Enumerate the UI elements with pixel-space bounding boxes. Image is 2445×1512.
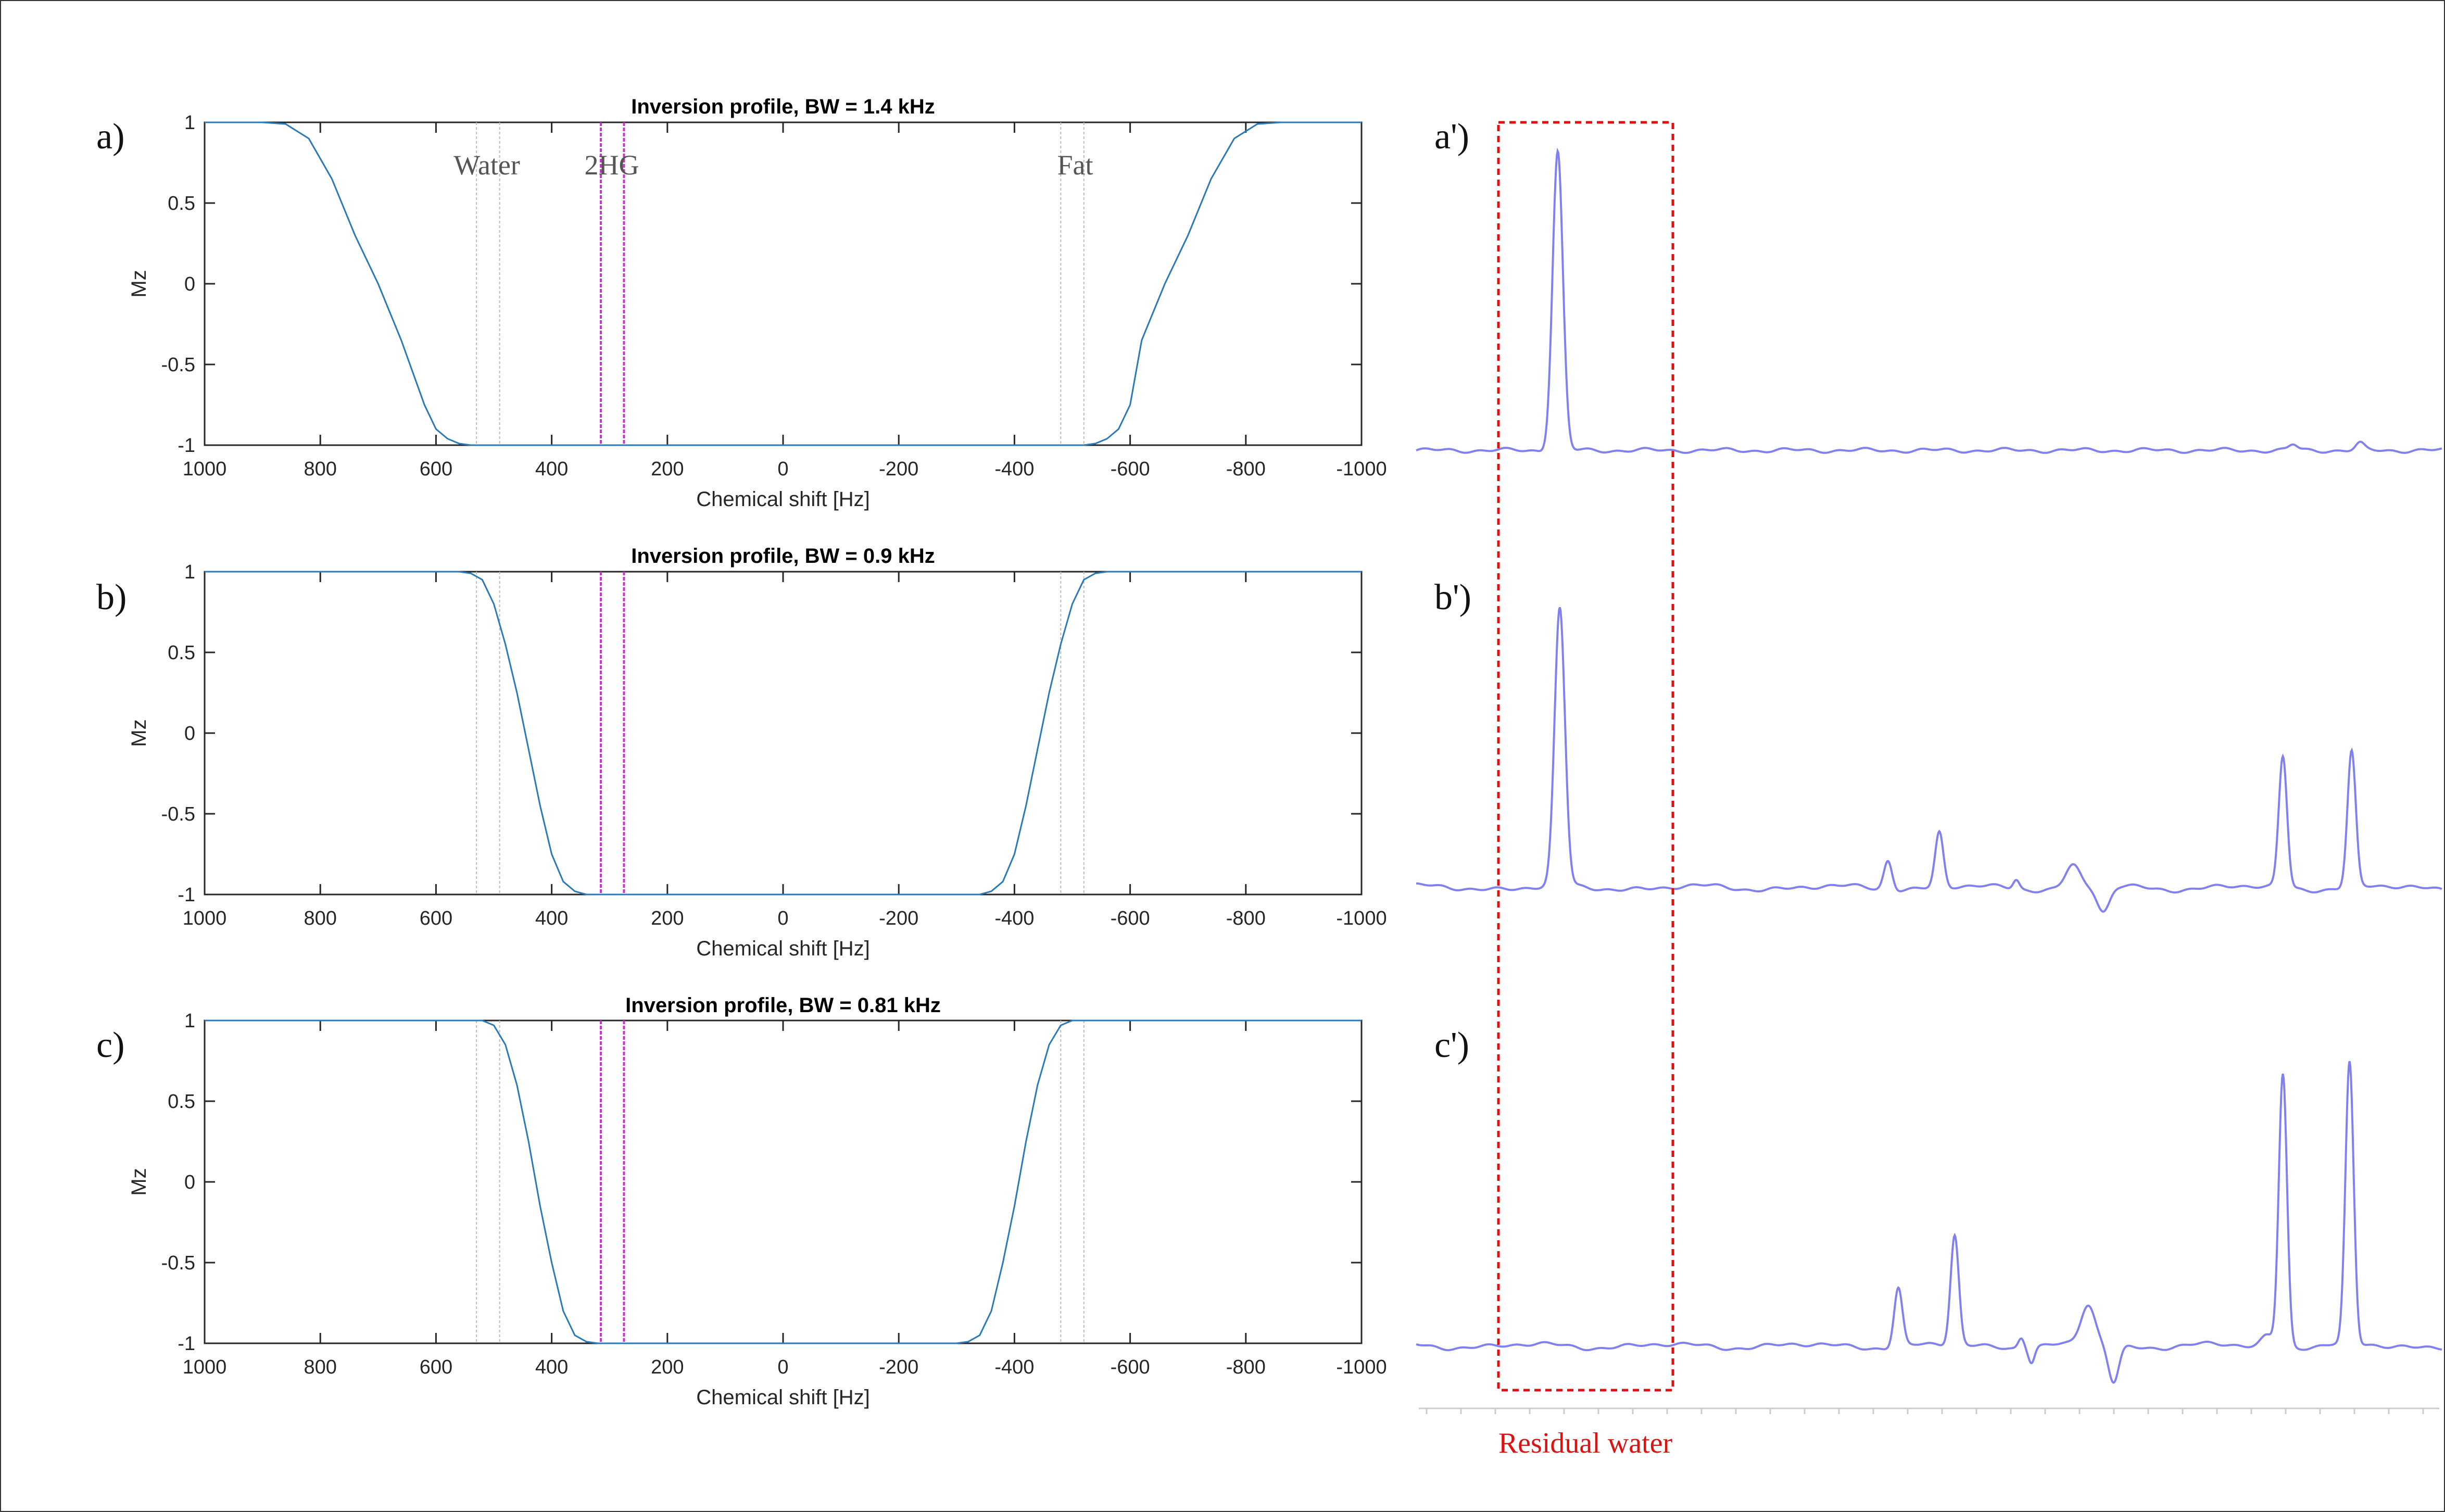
x-axis-label-c: Chemical shift [Hz] — [696, 1386, 869, 1409]
profile-line-a — [205, 121, 1362, 446]
spectrum-label-b: b') — [1434, 577, 1471, 618]
y-axis-label-a: Mz — [128, 270, 150, 297]
plot-area-c — [204, 1019, 1363, 1344]
x-tick-label: -200 — [879, 458, 918, 480]
x-tick-label: -200 — [879, 1356, 918, 1378]
y-tick-label: 1 — [184, 561, 195, 583]
y-tick-label: -0.5 — [161, 803, 195, 825]
spectrum-label-c: c') — [1434, 1025, 1469, 1065]
guides-a — [476, 122, 1085, 445]
y-tick-label: -0.5 — [161, 1252, 195, 1274]
y-tick-label: 0 — [184, 273, 195, 295]
water-label: Water — [453, 149, 520, 181]
ytick-labels-c: 1 0.5 0 -0.5 -1 — [161, 1010, 195, 1355]
x-tick-label: -1000 — [1336, 458, 1387, 480]
y-tick-label: 0.5 — [168, 1091, 195, 1113]
residual-water-box — [1497, 121, 1674, 1392]
x-tick-label: 1000 — [183, 908, 227, 929]
chart-title-c: Inversion profile, BW = 0.81 kHz — [625, 994, 941, 1017]
x-tick-label: 0 — [777, 908, 788, 929]
spectrum-label-a: a') — [1434, 117, 1469, 157]
grid-ticks-c — [204, 1019, 1363, 1344]
profile-line-b — [205, 571, 1362, 896]
x-tick-label: 600 — [420, 1356, 452, 1378]
2hg-label: 2HG — [585, 149, 639, 181]
x-tick-label: 200 — [651, 908, 684, 929]
y-tick-label: 0 — [184, 1171, 195, 1193]
x-tick-label: 400 — [535, 1356, 568, 1378]
spectrum-axis-ticks — [1426, 1408, 2424, 1414]
x-tick-label: 200 — [651, 458, 684, 480]
x-tick-label: 800 — [304, 458, 336, 480]
x-tick-label: -600 — [1111, 458, 1150, 480]
x-tick-label: 800 — [304, 1356, 336, 1378]
x-tick-label: -400 — [994, 458, 1034, 480]
xtick-labels-c: 1000 800 600 400 200 0 -200 -400 -600 -800 -1000 — [183, 1356, 1387, 1378]
x-tick-label: -200 — [879, 908, 918, 929]
spectrum-line-a — [1416, 147, 2442, 454]
profile-panel-a: 1000 800 600 400 200 0 -200 -400 -600 -800 -1000 1… — [96, 95, 1387, 511]
y-tick-label: 1 — [184, 1010, 195, 1032]
x-tick-label: -1000 — [1336, 1356, 1387, 1378]
grid-ticks-a — [204, 121, 1363, 446]
x-tick-label: 600 — [420, 458, 452, 480]
x-tick-label: -800 — [1226, 1356, 1266, 1378]
x-tick-label: -800 — [1226, 458, 1266, 480]
panel-label-a: a) — [96, 117, 124, 157]
chart-title-a: Inversion profile, BW = 1.4 kHz — [631, 95, 935, 118]
y-tick-label: -0.5 — [161, 354, 195, 376]
plot-area-b — [204, 571, 1363, 896]
x-tick-label: 200 — [651, 1356, 684, 1378]
residual-water-label: Residual water — [1498, 1427, 1673, 1459]
y-tick-label: 0.5 — [168, 642, 195, 664]
x-axis-label-a: Chemical shift [Hz] — [696, 488, 869, 511]
chart-title-b: Inversion profile, BW = 0.9 kHz — [631, 545, 935, 568]
x-tick-label: 0 — [777, 458, 788, 480]
x-tick-label: 600 — [420, 908, 452, 929]
x-tick-label: 1000 — [183, 458, 227, 480]
x-tick-label: -600 — [1111, 1356, 1150, 1378]
ytick-labels-a: 1 0.5 0 -0.5 -1 — [161, 112, 195, 457]
guides-c — [476, 1020, 1085, 1343]
x-tick-label: 400 — [535, 458, 568, 480]
y-tick-label: -1 — [178, 1333, 195, 1355]
y-tick-label: -1 — [178, 435, 195, 457]
x-tick-label: 0 — [777, 1356, 788, 1378]
xtick-labels-b: 1000 800 600 400 200 0 -200 -400 -600 -800 -1000 — [183, 908, 1387, 929]
x-tick-label: -600 — [1111, 908, 1150, 929]
fat-label: Fat — [1057, 149, 1093, 181]
x-tick-label: 400 — [535, 908, 568, 929]
spectrum-line-c — [1416, 1061, 2442, 1384]
x-axis-label-b: Chemical shift [Hz] — [696, 937, 869, 960]
y-tick-label: -1 — [178, 884, 195, 906]
x-tick-label: -1000 — [1336, 908, 1387, 929]
y-axis-label-b: Mz — [128, 719, 150, 747]
panel-label-b: b) — [96, 577, 127, 618]
x-tick-label: -800 — [1226, 908, 1266, 929]
ytick-labels-b: 1 0.5 0 -0.5 -1 — [161, 561, 195, 906]
x-tick-label: 1000 — [183, 1356, 227, 1378]
xtick-labels-a: 1000 800 600 400 200 0 -200 -400 -600 -800 -1000 — [183, 458, 1387, 480]
y-tick-label: 0.5 — [168, 193, 195, 215]
y-tick-label: 1 — [184, 112, 195, 134]
y-axis-label-c: Mz — [128, 1168, 150, 1195]
panel-label-c: c) — [96, 1025, 124, 1065]
x-tick-label: -400 — [994, 908, 1034, 929]
profile-panel-c: 1000 800 600 400 200 0 -200 -400 -600 -800 -1000 1… — [96, 994, 1387, 1409]
x-tick-label: 800 — [304, 908, 336, 929]
profile-panel-b: 1000 800 600 400 200 0 -200 -400 -600 -800 -1000 1… — [96, 545, 1387, 960]
profile-line-c — [205, 1019, 1362, 1344]
y-tick-label: 0 — [184, 723, 195, 745]
x-tick-label: -400 — [994, 1356, 1034, 1378]
spectra-panel: a') b') c') Residual water — [1416, 117, 2442, 1459]
spectrum-line-b — [1416, 607, 2442, 913]
